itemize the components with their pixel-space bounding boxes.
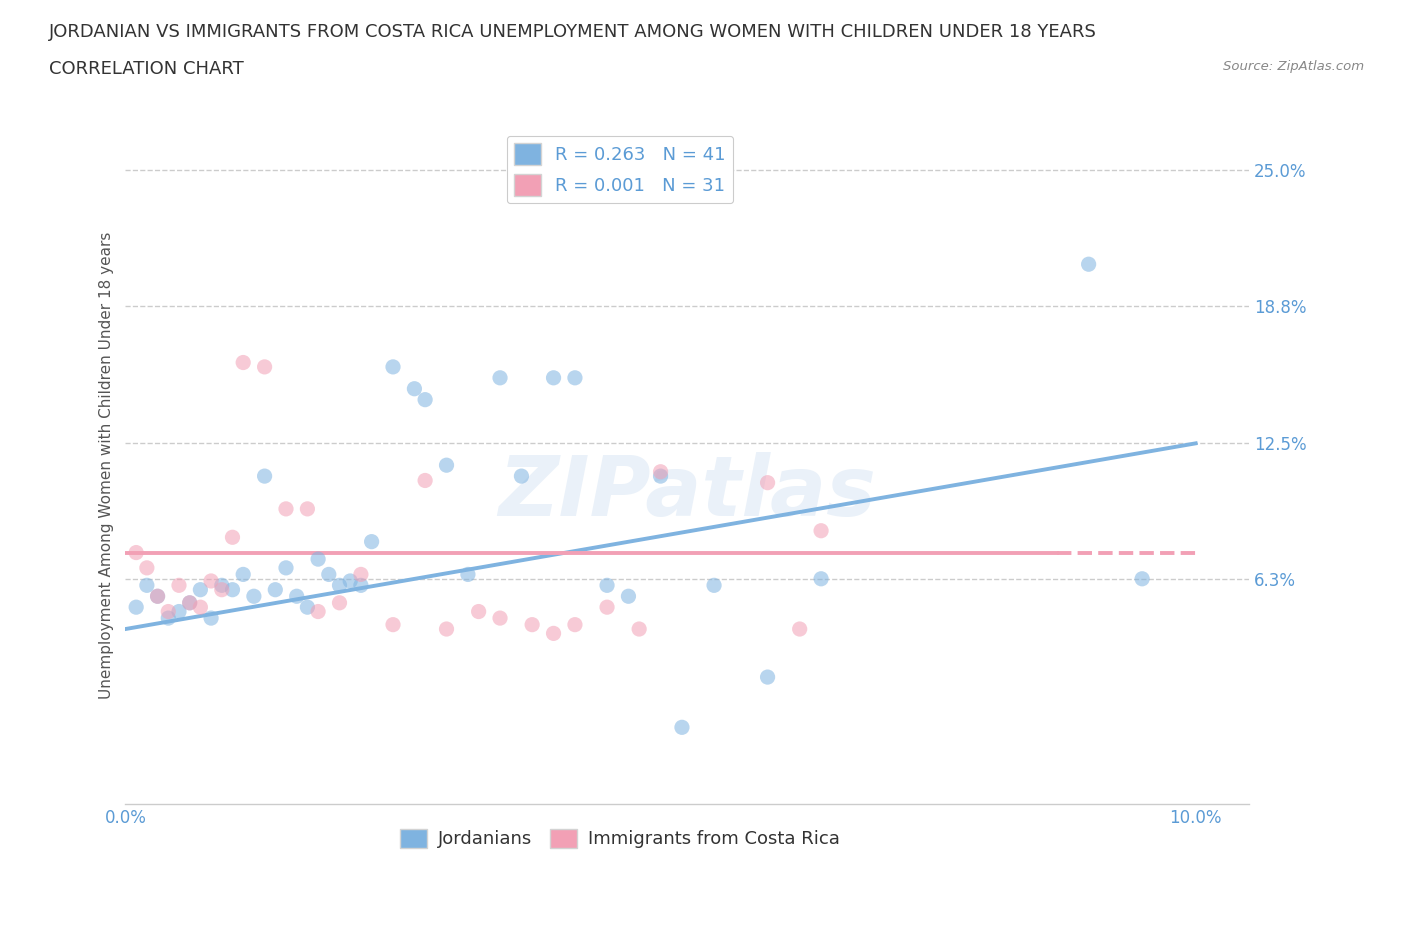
Point xyxy=(756,670,779,684)
Text: CORRELATION CHART: CORRELATION CHART xyxy=(49,60,245,78)
Point xyxy=(253,360,276,375)
Point xyxy=(1077,257,1099,272)
Point xyxy=(307,604,329,619)
Point xyxy=(125,545,148,560)
Point xyxy=(328,578,350,592)
Point xyxy=(243,589,266,604)
Point xyxy=(436,458,458,472)
Point xyxy=(382,360,405,375)
Point xyxy=(318,567,340,582)
Point xyxy=(157,611,180,626)
Point xyxy=(564,618,586,632)
Point xyxy=(211,582,233,597)
Point xyxy=(179,595,201,610)
Point xyxy=(135,561,157,576)
Point xyxy=(264,582,287,597)
Point xyxy=(436,621,458,636)
Point xyxy=(467,604,489,619)
Point xyxy=(650,469,672,484)
Point xyxy=(125,600,148,615)
Point xyxy=(146,589,169,604)
Point xyxy=(360,534,382,549)
Point xyxy=(617,589,640,604)
Point xyxy=(339,574,361,589)
Point xyxy=(167,578,190,592)
Point xyxy=(297,600,319,615)
Point xyxy=(703,578,725,592)
Point xyxy=(274,501,297,516)
Point xyxy=(200,611,222,626)
Text: ZIPatlas: ZIPatlas xyxy=(498,452,876,533)
Point xyxy=(810,524,832,538)
Point xyxy=(564,370,586,385)
Point xyxy=(543,626,565,641)
Point xyxy=(221,582,243,597)
Point xyxy=(650,464,672,479)
Point xyxy=(157,604,180,619)
Point xyxy=(221,530,243,545)
Text: JORDANIAN VS IMMIGRANTS FROM COSTA RICA UNEMPLOYMENT AMONG WOMEN WITH CHILDREN U: JORDANIAN VS IMMIGRANTS FROM COSTA RICA … xyxy=(49,23,1097,41)
Point xyxy=(382,618,405,632)
Point xyxy=(190,600,212,615)
Point xyxy=(756,475,779,490)
Point xyxy=(510,469,533,484)
Point xyxy=(167,604,190,619)
Point xyxy=(146,589,169,604)
Point xyxy=(190,582,212,597)
Point xyxy=(520,618,543,632)
Point xyxy=(350,567,373,582)
Point xyxy=(489,370,512,385)
Text: Source: ZipAtlas.com: Source: ZipAtlas.com xyxy=(1223,60,1364,73)
Point xyxy=(413,392,436,407)
Point xyxy=(285,589,308,604)
Point xyxy=(232,355,254,370)
Point xyxy=(596,600,619,615)
Point xyxy=(489,611,512,626)
Point xyxy=(328,595,350,610)
Point xyxy=(232,567,254,582)
Point xyxy=(810,571,832,586)
Point xyxy=(413,473,436,488)
Point xyxy=(628,621,651,636)
Point xyxy=(307,551,329,566)
Legend: Jordanians, Immigrants from Costa Rica: Jordanians, Immigrants from Costa Rica xyxy=(392,822,848,856)
Point xyxy=(200,574,222,589)
Point xyxy=(179,595,201,610)
Point xyxy=(789,621,811,636)
Point xyxy=(1130,571,1153,586)
Point xyxy=(671,720,693,735)
Point xyxy=(211,578,233,592)
Point xyxy=(543,370,565,385)
Point xyxy=(135,578,157,592)
Point xyxy=(297,501,319,516)
Point xyxy=(253,469,276,484)
Point xyxy=(457,567,479,582)
Point xyxy=(274,561,297,576)
Point xyxy=(404,381,426,396)
Y-axis label: Unemployment Among Women with Children Under 18 years: Unemployment Among Women with Children U… xyxy=(100,232,114,698)
Point xyxy=(350,578,373,592)
Point xyxy=(596,578,619,592)
